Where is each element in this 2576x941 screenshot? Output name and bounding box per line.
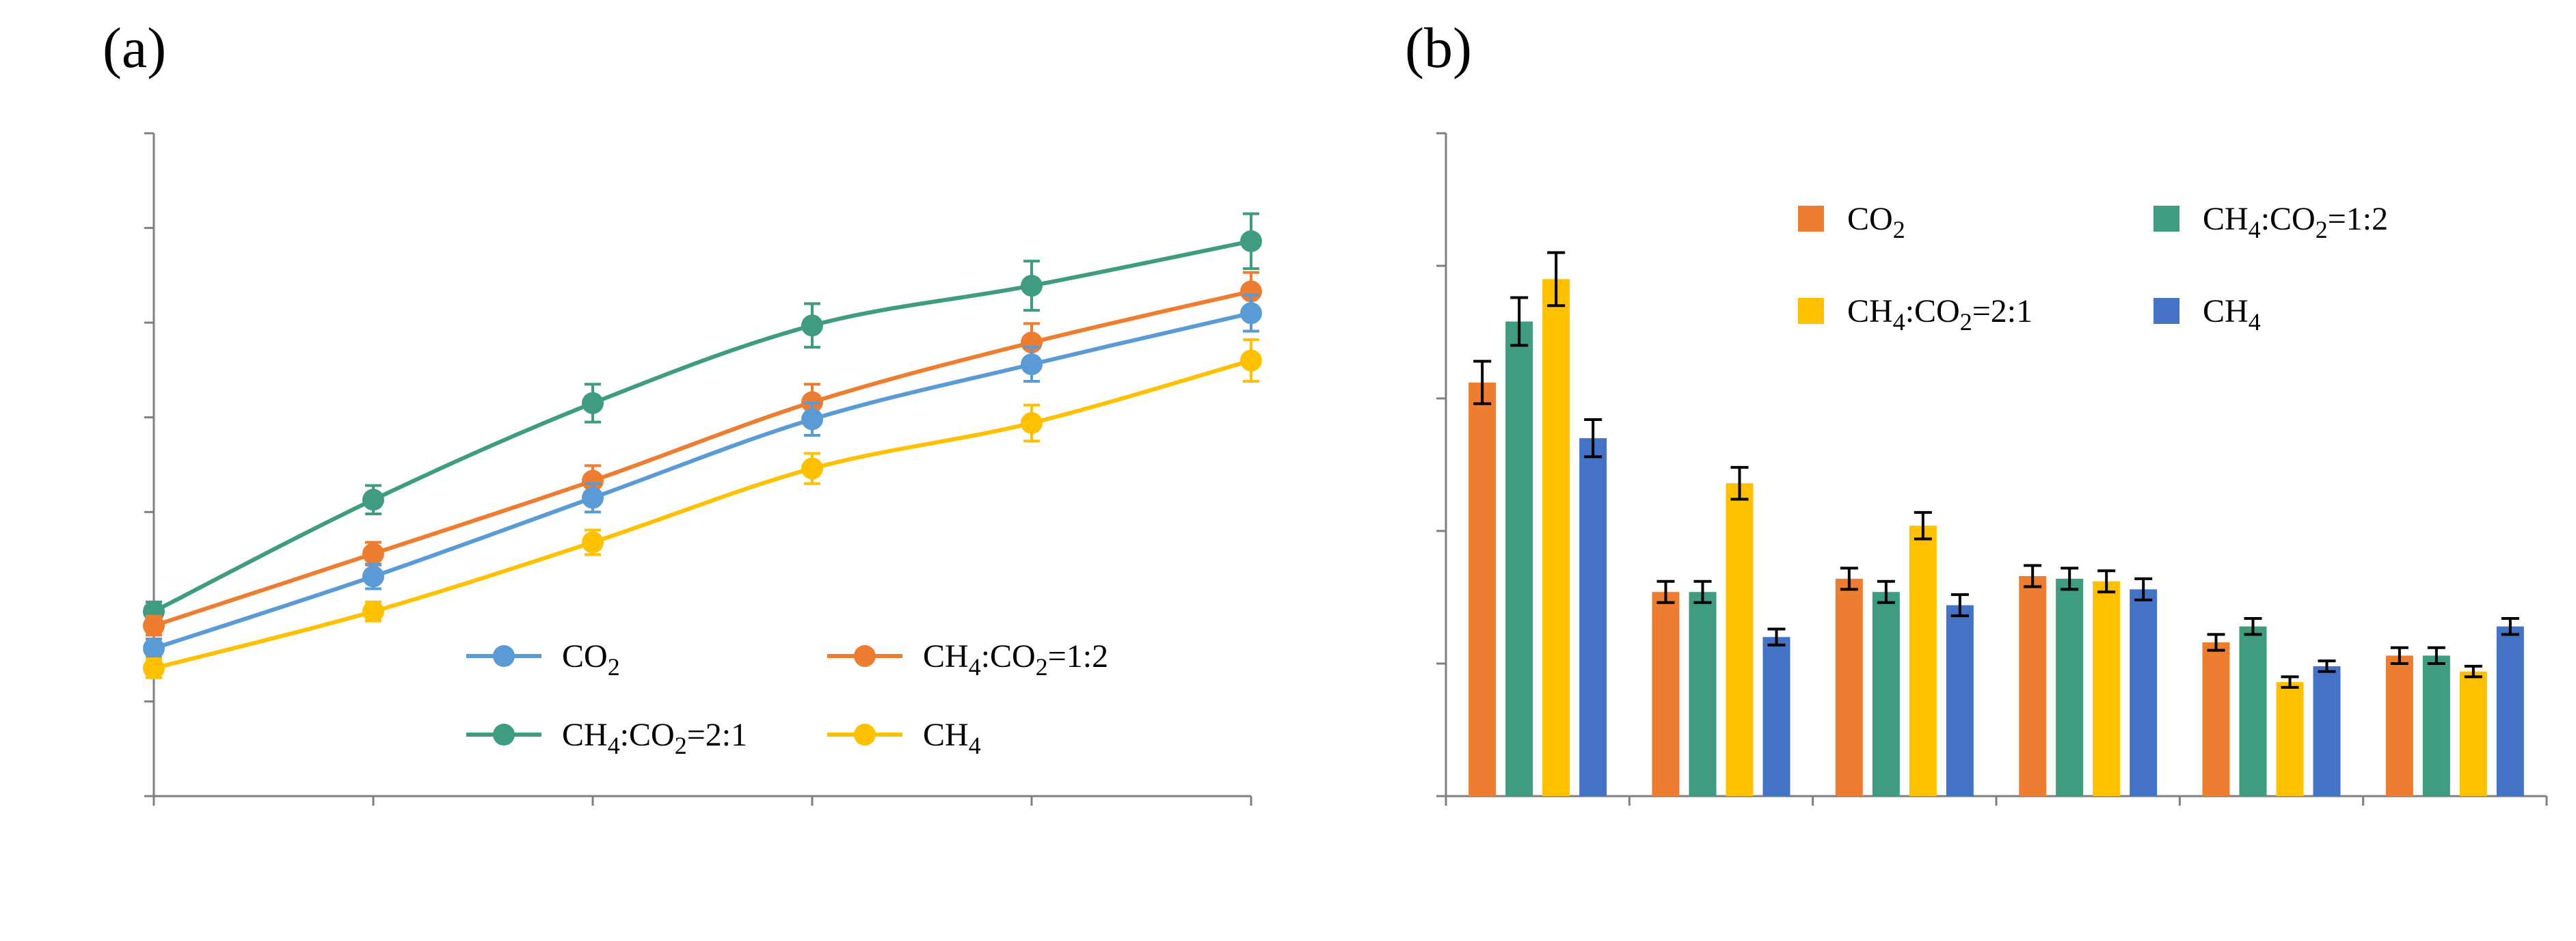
data-point-ch4co2_21: [362, 489, 384, 511]
legend-label-text: :CO: [620, 717, 675, 753]
legend-swatch-co2: [1798, 206, 1824, 232]
legend-label-subscript: 2: [1036, 653, 1048, 681]
legend-label-subscript: 4: [608, 732, 620, 759]
legend-label-ratio: =2:1: [687, 717, 747, 753]
data-point-ch4: [143, 657, 165, 679]
legend-swatch-ch4: [2154, 298, 2179, 324]
legend-label-subscript: 2: [1893, 216, 1905, 243]
legend-swatch-ch4co2_12: [2154, 206, 2179, 232]
legend-label-subscript: 4: [969, 653, 981, 681]
legend-marker-co2: [493, 645, 515, 667]
legend-label-main: CH: [923, 717, 969, 753]
data-point-co2: [1240, 302, 1262, 325]
legend-label-co2: CO2​: [562, 638, 620, 681]
series-line-co2: [153, 311, 1252, 651]
legend-label-ch4co2_21: CH4​:CO2​=2:1: [1847, 293, 2032, 336]
bar-co2: [2019, 575, 2047, 796]
bar-ch4co2_21: [2093, 581, 2121, 796]
data-point-co2: [582, 487, 604, 509]
legend-marker-ch4co2_21: [493, 724, 515, 746]
legend-swatch-ch4co2_21: [1798, 298, 1824, 324]
legend-marker-ch4co2_12: [854, 645, 876, 667]
bar-ch4: [2313, 666, 2341, 796]
legend-label-ch4co2_21: CH4​:CO2​=2:1: [562, 717, 747, 759]
legend-label-ratio: =1:2: [2328, 201, 2388, 237]
data-point-co2: [143, 637, 165, 659]
legend-label-ratio: =2:1: [1972, 293, 2032, 329]
legend-label-text: :CO: [1905, 293, 1960, 329]
data-point-ch4co2_12: [143, 614, 165, 637]
legend-label-subscript: 2: [1960, 308, 1972, 336]
legend-label-subscript: 2: [608, 653, 620, 681]
data-point-co2: [801, 408, 823, 431]
data-point-ch4: [801, 457, 823, 480]
legend-label-main: CO: [1847, 201, 1893, 237]
data-point-ch4: [362, 600, 384, 623]
bar-ch4co2_12: [2056, 578, 2084, 796]
data-point-ch4co2_12: [582, 469, 604, 492]
legend-label-ch4: CH4​: [923, 717, 981, 759]
legend-label-main: CO: [562, 638, 608, 674]
bar-ch4co2_21: [2276, 682, 2304, 796]
legend-label-co2: CO2​: [1847, 201, 1905, 243]
bar-co2: [1652, 592, 1680, 796]
legend-label-main: CH: [2203, 293, 2249, 329]
bar-ch4co2_12: [1689, 592, 1717, 796]
bar-ch4: [1762, 637, 1790, 796]
bar-co2: [2202, 642, 2230, 796]
data-point-ch4co2_12: [1240, 280, 1262, 303]
data-point-co2: [1021, 353, 1043, 376]
data-point-ch4co2_21: [1240, 230, 1262, 252]
legend-label-ch4co2_12: CH4​:CO2​=1:2: [2203, 201, 2388, 243]
bar-co2: [1468, 382, 1497, 796]
bar-ch4co2_12: [1872, 592, 1900, 796]
bar-ch4co2_12: [2422, 655, 2450, 796]
chart-a-oil-recovery: CO2​ CH4​:CO2​=1:2 CH4​:CO2​=2:1 CH4​: [143, 132, 1262, 806]
legend-label-subscript: 4: [2249, 216, 2261, 243]
bar-co2: [1835, 578, 1863, 796]
bar-ch4co2_21: [2459, 671, 2487, 796]
series-line-ch4: [153, 358, 1252, 670]
legend-label-subscript: 2: [2316, 216, 2328, 243]
bar-ch4: [2496, 626, 2524, 796]
legend-label-subscript: 4: [969, 732, 981, 759]
bar-ch4co2_21: [1909, 526, 1937, 796]
legend-label-ch4co2_12: CH4​:CO2​=1:2: [923, 638, 1108, 681]
data-point-ch4: [1021, 412, 1043, 435]
bar-ch4co2_21: [1542, 279, 1570, 796]
data-point-ch4: [582, 531, 604, 554]
data-point-ch4co2_21: [582, 392, 604, 414]
legend-label-main: CH: [2203, 201, 2249, 237]
legend-label-subscript: 2: [675, 732, 687, 759]
bar-ch4co2_12: [2239, 626, 2267, 796]
panel-label-a: (a): [103, 16, 167, 80]
data-point-ch4co2_21: [1021, 275, 1043, 297]
bar-ch4: [1579, 438, 1607, 796]
panel-label-b: (b): [1405, 16, 1472, 80]
legend-label-ch4: CH4​: [2203, 293, 2261, 336]
bar-ch4: [2130, 589, 2158, 796]
legend-label-subscript: 4: [1893, 308, 1905, 336]
chart-b-increment-of-recovery: CO2​ CH4​:CO2​=1:2 CH4​:CO2​=2:1 CH4​: [1436, 132, 2548, 806]
legend-label-main: CH: [923, 638, 969, 674]
bar-ch4co2_12: [1505, 321, 1533, 797]
data-point-ch4: [1240, 349, 1262, 372]
data-point-ch4co2_12: [362, 543, 384, 565]
legend-label-subscript: 4: [2249, 308, 2261, 336]
legend-label-text: :CO: [2261, 201, 2316, 237]
legend-label-text: :CO: [981, 638, 1036, 674]
legend-marker-ch4: [854, 724, 876, 746]
legend-label-main: CH: [562, 717, 608, 753]
legend-label-main: CH: [1847, 293, 1893, 329]
bar-ch4co2_21: [1726, 483, 1754, 796]
bar-co2: [2385, 655, 2413, 796]
series-line-ch4co2_21: [152, 239, 1252, 614]
data-point-co2: [362, 565, 384, 588]
data-point-ch4co2_21: [801, 314, 823, 337]
series-line-ch4co2_12: [153, 289, 1252, 628]
legend-label-ratio: =1:2: [1048, 638, 1108, 674]
bar-ch4: [1946, 605, 1974, 796]
